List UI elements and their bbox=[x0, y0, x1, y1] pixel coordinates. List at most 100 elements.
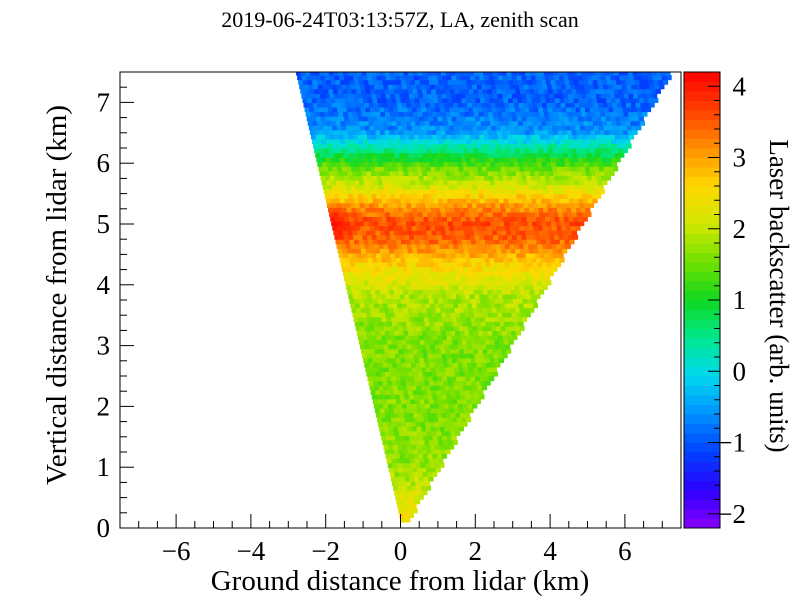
heatmap-cell bbox=[639, 97, 645, 103]
heatmap-cell bbox=[615, 138, 622, 145]
heatmap-cell bbox=[479, 257, 486, 263]
heatmap-cell bbox=[529, 148, 535, 154]
heatmap-cell bbox=[342, 72, 349, 76]
heatmap-cell bbox=[520, 170, 526, 176]
heatmap-cell bbox=[361, 312, 368, 318]
heatmap-cell bbox=[481, 143, 487, 149]
heatmap-cell bbox=[422, 271, 428, 277]
heatmap-cell bbox=[383, 325, 390, 331]
heatmap-cell bbox=[364, 202, 370, 208]
heatmap-cell bbox=[393, 348, 400, 354]
heatmap-cell bbox=[536, 157, 542, 163]
heatmap-cell bbox=[497, 252, 503, 259]
heatmap-cell bbox=[343, 175, 350, 181]
heatmap-cell bbox=[390, 216, 397, 222]
heatmap-cell bbox=[484, 75, 490, 81]
heatmap-cell bbox=[563, 93, 569, 99]
heatmap-cell bbox=[516, 252, 522, 259]
heatmap-cell bbox=[419, 298, 425, 304]
heatmap-cell bbox=[514, 303, 520, 309]
heatmap-cell bbox=[416, 284, 422, 290]
heatmap-cell bbox=[409, 435, 415, 441]
heatmap-cell bbox=[409, 234, 415, 240]
heatmap-cell bbox=[351, 307, 357, 313]
heatmap-cell bbox=[405, 97, 411, 103]
heatmap-cell bbox=[483, 252, 489, 259]
heatmap-cell bbox=[442, 275, 448, 281]
heatmap-cell bbox=[451, 175, 457, 181]
heatmap-cell bbox=[474, 193, 480, 199]
heatmap-cell bbox=[331, 202, 337, 208]
heatmap-cell bbox=[425, 102, 431, 108]
heatmap-cell bbox=[576, 88, 582, 94]
heatmap-cell bbox=[337, 166, 343, 172]
heatmap-cell bbox=[580, 207, 586, 213]
heatmap-cell bbox=[557, 230, 564, 236]
heatmap-cell bbox=[573, 116, 579, 122]
heatmap-cell bbox=[381, 75, 387, 81]
heatmap-cell bbox=[355, 125, 361, 131]
heatmap-cell bbox=[458, 207, 465, 213]
heatmap-cell bbox=[330, 157, 336, 163]
heatmap-cell bbox=[427, 394, 434, 400]
heatmap-cell bbox=[591, 152, 597, 158]
heatmap-cell bbox=[340, 179, 346, 186]
heatmap-cell bbox=[476, 344, 483, 350]
heatmap-cell bbox=[383, 444, 389, 450]
heatmap-cell bbox=[503, 257, 509, 263]
heatmap-cell bbox=[434, 303, 440, 309]
heatmap-cell bbox=[499, 262, 506, 268]
heatmap-cell bbox=[437, 316, 444, 322]
heatmap-cell bbox=[371, 353, 377, 359]
heatmap-cell bbox=[486, 325, 492, 331]
heatmap-cell bbox=[434, 321, 440, 327]
heatmap-cell bbox=[510, 129, 517, 135]
heatmap-cell bbox=[492, 111, 498, 117]
heatmap-cell bbox=[536, 97, 542, 103]
heatmap-cell bbox=[411, 166, 418, 172]
heatmap-cell bbox=[494, 79, 500, 85]
heatmap-cell bbox=[353, 175, 359, 181]
heatmap-cell bbox=[513, 79, 519, 85]
heatmap-cell bbox=[505, 207, 511, 213]
heatmap-cell bbox=[594, 148, 600, 154]
heatmap-cell bbox=[364, 243, 370, 249]
heatmap-cell bbox=[432, 412, 438, 418]
heatmap-cell bbox=[418, 334, 424, 341]
heatmap-cell bbox=[415, 321, 421, 327]
heatmap-cell bbox=[589, 125, 595, 131]
heatmap-cell bbox=[374, 148, 381, 154]
heatmap-cell bbox=[519, 307, 526, 313]
heatmap-cell bbox=[485, 179, 491, 186]
heatmap-cell bbox=[348, 134, 354, 140]
heatmap-cell bbox=[431, 448, 437, 455]
heatmap-cell bbox=[505, 125, 511, 131]
heatmap-cell bbox=[350, 161, 356, 167]
heatmap-cell bbox=[551, 262, 557, 268]
heatmap-cell bbox=[402, 266, 408, 272]
heatmap-cell bbox=[433, 120, 440, 126]
heatmap-cell bbox=[477, 88, 484, 94]
heatmap-cell bbox=[484, 175, 490, 181]
heatmap-cell bbox=[571, 230, 578, 236]
heatmap-cell bbox=[605, 75, 611, 81]
heatmap-cell bbox=[464, 211, 470, 217]
heatmap-cell bbox=[410, 421, 417, 427]
heatmap-cell bbox=[505, 348, 512, 354]
heatmap-cell bbox=[342, 189, 348, 195]
heatmap-cell bbox=[387, 303, 394, 309]
heatmap-cell bbox=[418, 435, 424, 441]
heatmap-cell bbox=[396, 421, 403, 427]
heatmap-cell bbox=[596, 175, 602, 181]
heatmap-cell bbox=[575, 106, 581, 113]
heatmap-cell bbox=[439, 462, 445, 468]
heatmap-cell bbox=[426, 389, 433, 395]
heatmap-cell bbox=[406, 161, 412, 167]
heatmap-cell bbox=[615, 75, 621, 81]
heatmap-cell bbox=[447, 439, 454, 445]
heatmap-cell bbox=[461, 179, 468, 186]
heatmap-cell bbox=[463, 207, 469, 213]
heatmap-cell bbox=[339, 175, 345, 181]
heatmap-cell bbox=[547, 225, 553, 231]
heatmap-cell bbox=[631, 106, 638, 113]
